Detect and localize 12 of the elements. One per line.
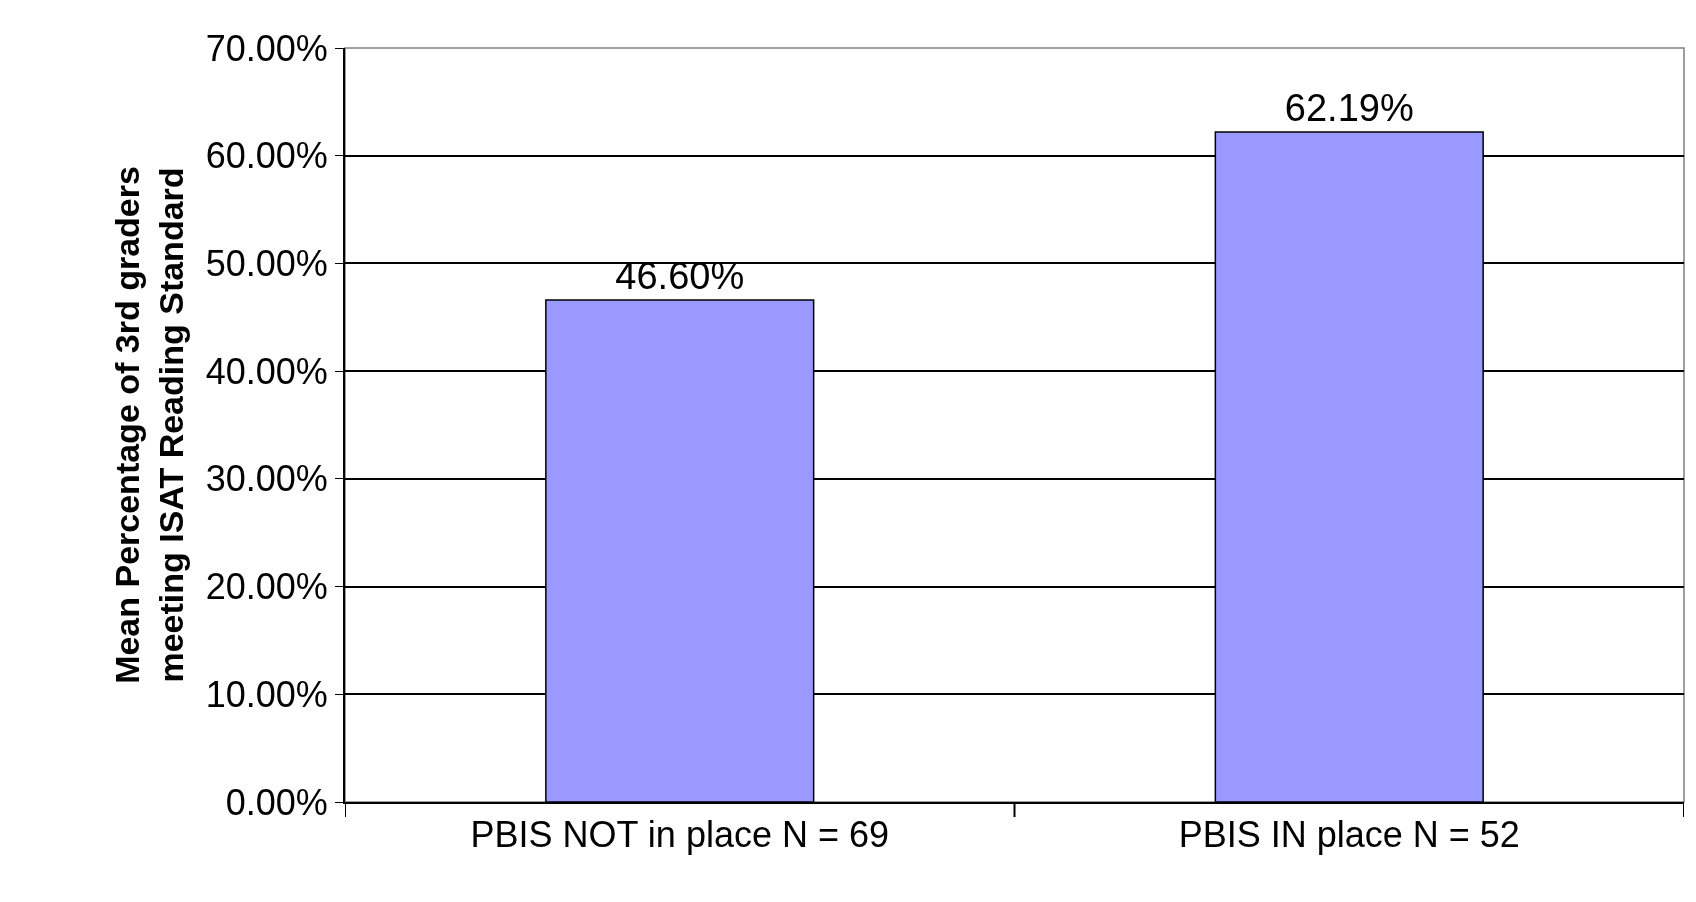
y-tick-label: 40.00% (205, 350, 328, 392)
y-tick-label: 0.00% (225, 781, 328, 823)
x-tick-label: PBIS IN place N = 52 (1178, 814, 1520, 856)
x-tick-label: PBIS NOT in place N = 69 (470, 814, 890, 856)
y-axis-title: Mean Percentage of 3rd graders meeting ISAT Reading Standard (107, 166, 190, 684)
y-tick-label: 30.00% (205, 458, 328, 500)
data-label: 62.19% (1284, 87, 1414, 130)
y-tick-label: 70.00% (205, 27, 328, 69)
y-tick-label: 20.00% (205, 566, 328, 608)
y-tick-label: 50.00% (205, 243, 328, 285)
y-tick-label: 60.00% (205, 135, 328, 177)
y-tick-label: 10.00% (205, 673, 328, 715)
